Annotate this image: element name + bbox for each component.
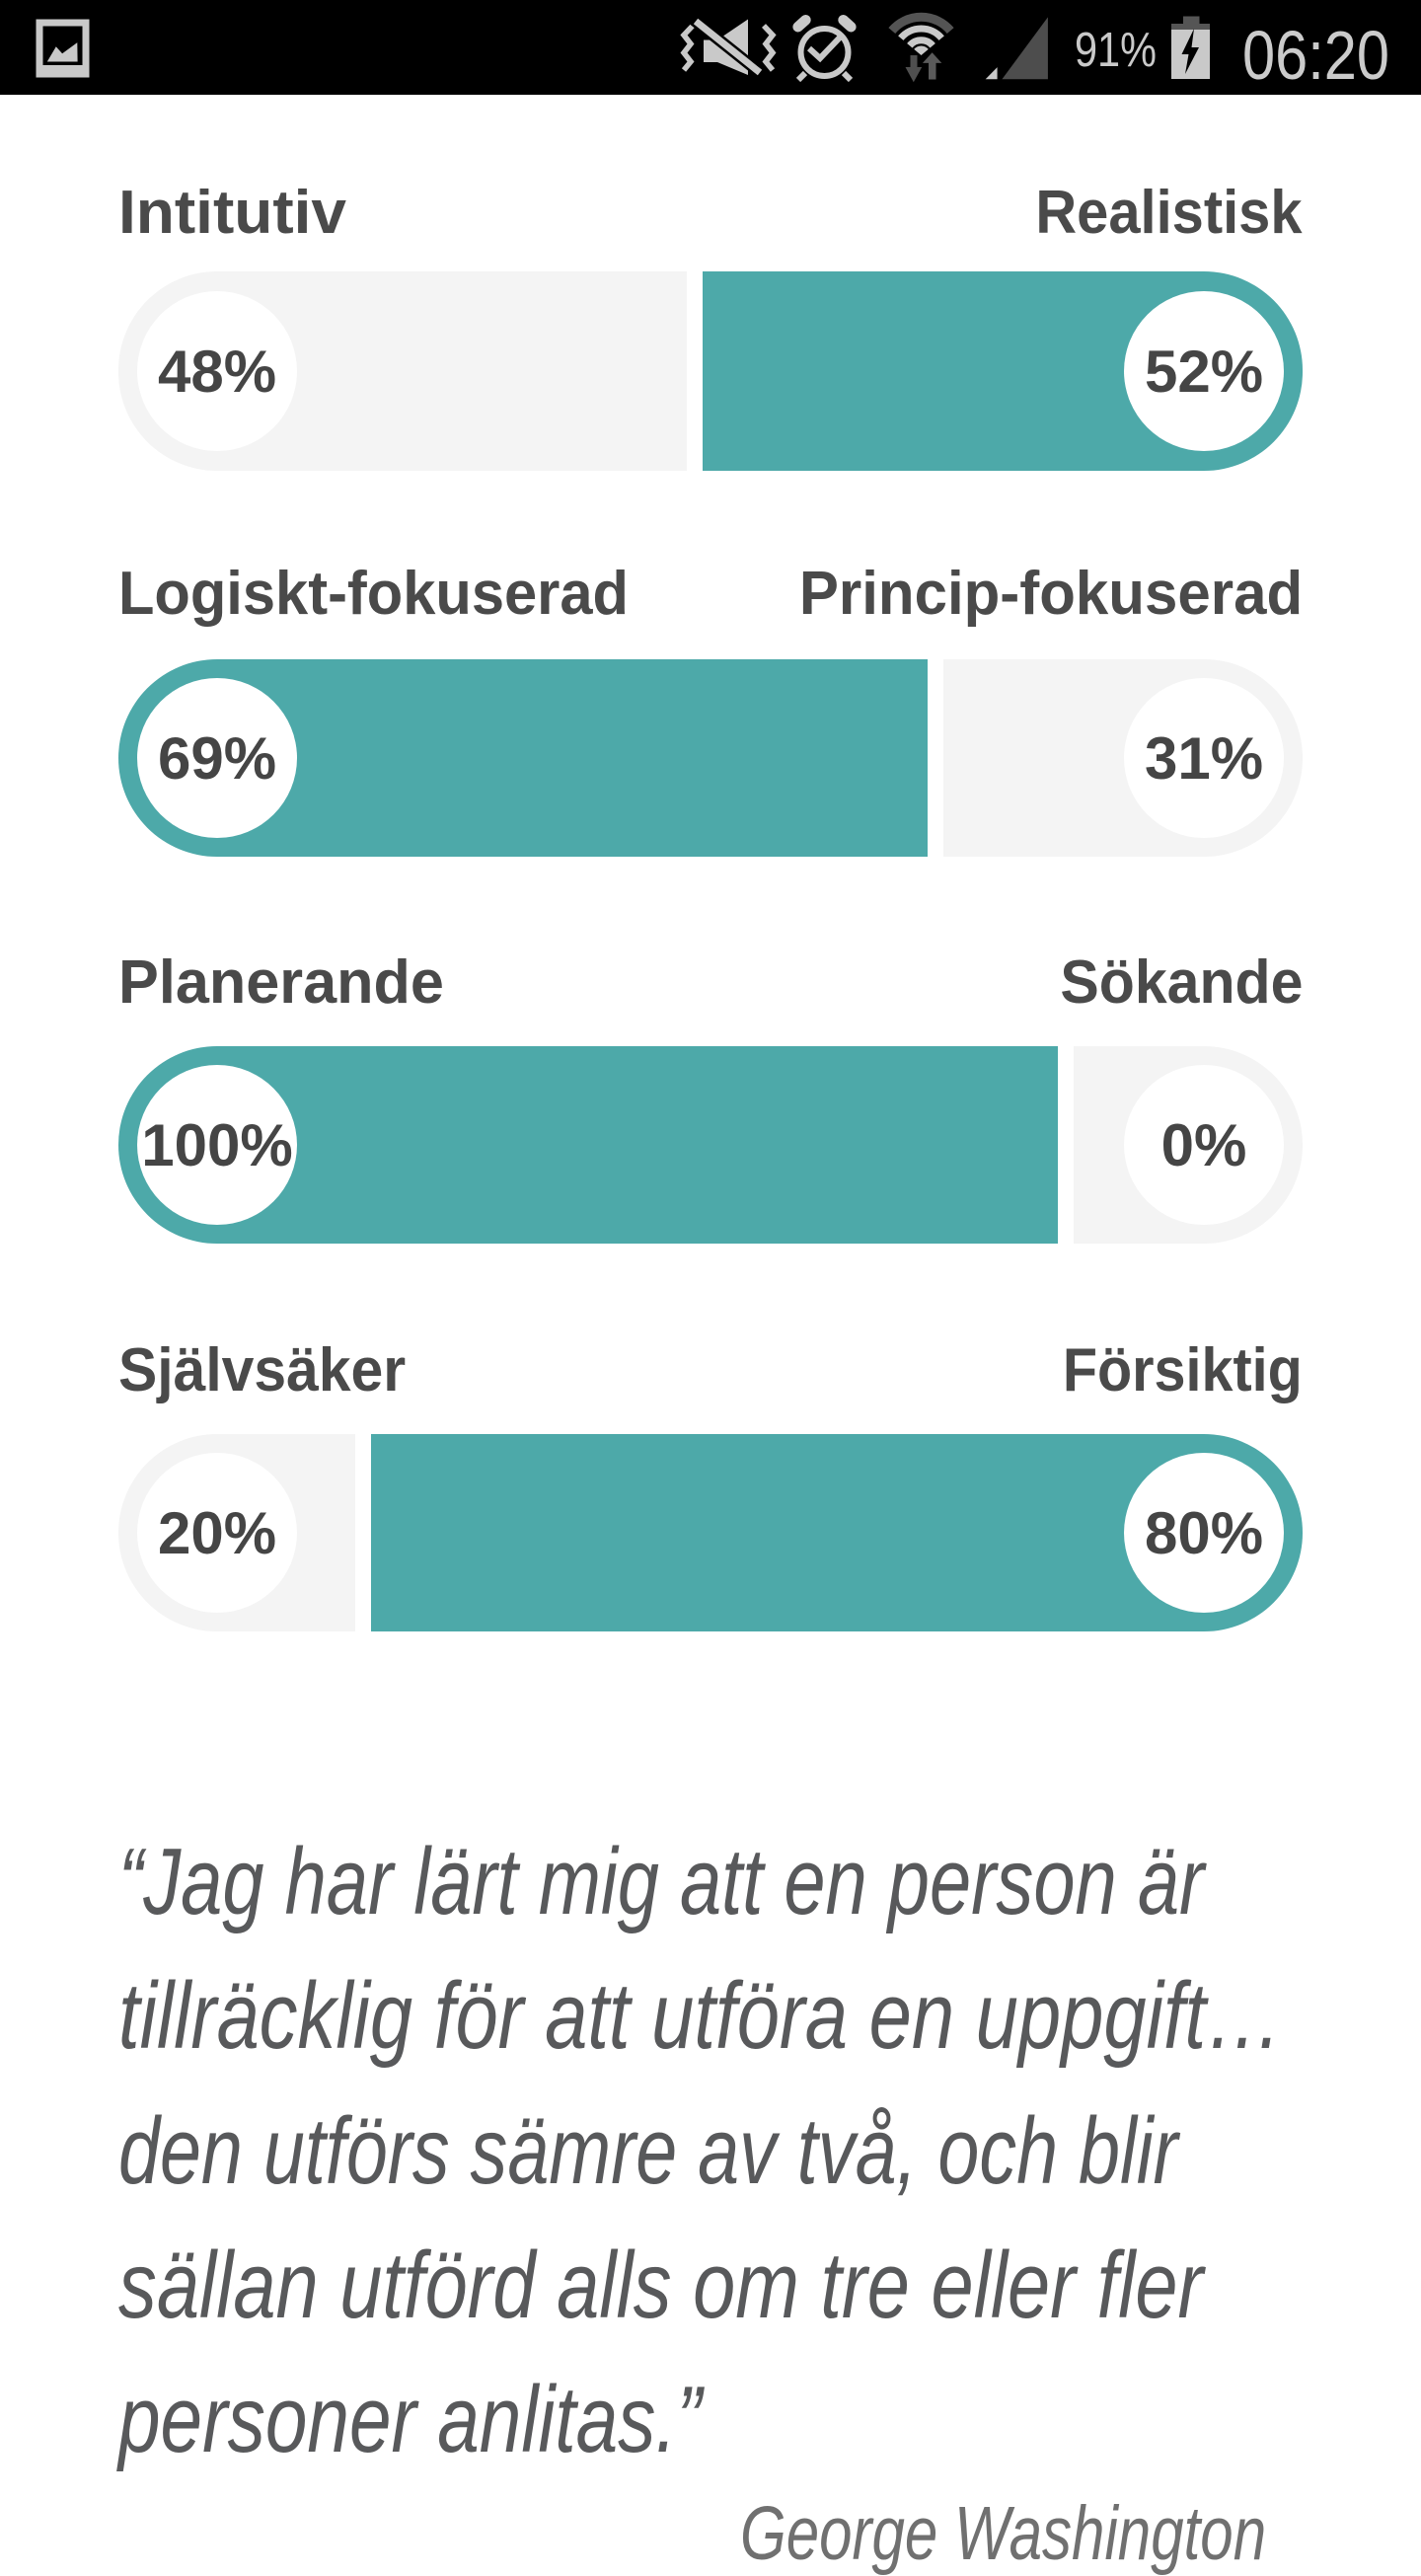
svg-text:91%: 91%: [1075, 24, 1157, 77]
svg-text:06:20: 06:20: [1242, 17, 1389, 94]
